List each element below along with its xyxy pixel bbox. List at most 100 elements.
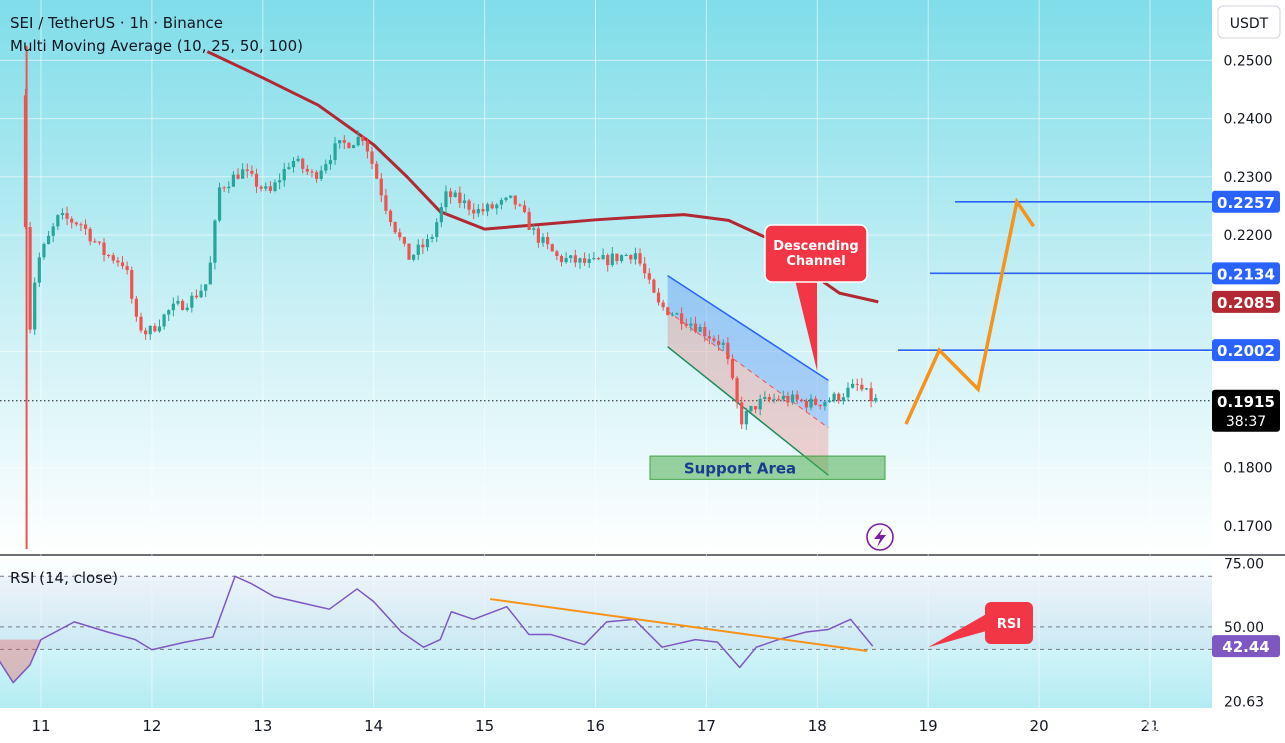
candle-body	[361, 136, 365, 142]
candle-body	[684, 323, 688, 326]
channel-lower-fill	[667, 311, 829, 476]
candle-body	[365, 141, 370, 152]
candle-body	[338, 140, 342, 144]
candle-body	[287, 167, 291, 169]
candle-body	[818, 404, 822, 407]
candle-body	[499, 200, 504, 205]
candle-body	[107, 254, 111, 256]
candle-body	[670, 314, 674, 316]
candle-body	[536, 228, 540, 243]
candle-body	[777, 398, 781, 400]
y-tick-label: 0.1700	[1224, 519, 1273, 535]
candle-body	[268, 186, 272, 191]
candle-body	[467, 200, 471, 210]
x-tick-label: 17	[697, 717, 716, 735]
watermark: @Trisha_Saha	[1144, 712, 1273, 733]
candle-body	[231, 174, 236, 187]
candle-body	[393, 222, 397, 233]
candle-body	[716, 340, 721, 345]
candle-body	[116, 260, 120, 263]
candle-body	[314, 172, 319, 179]
x-tick-label: 13	[253, 717, 272, 735]
candle-body	[412, 254, 416, 260]
candle-body	[227, 186, 231, 189]
candle-body	[328, 160, 333, 165]
support-area-box	[649, 455, 886, 480]
candle-body	[310, 171, 314, 173]
time-axis-background	[0, 708, 1212, 743]
candle-body	[97, 241, 102, 243]
candle-body	[698, 327, 702, 332]
candle-body	[153, 325, 157, 332]
x-tick-label: 20	[1030, 717, 1049, 735]
candle-body	[291, 160, 296, 168]
symbol-title: SEI / TetherUS · 1h · Binance	[10, 14, 223, 32]
candle-body	[730, 359, 735, 379]
candle-body	[592, 258, 596, 260]
candle-body	[79, 224, 83, 226]
candle-body	[629, 255, 633, 260]
candle-body	[273, 182, 277, 191]
candle-body	[532, 228, 536, 230]
main-pane-background	[0, 0, 1212, 555]
candle-body	[749, 406, 753, 412]
support-area-label: Support Area	[684, 460, 796, 478]
candle-body	[185, 307, 189, 310]
candle-body	[93, 241, 97, 243]
rsi-value-box	[1212, 635, 1280, 658]
candle-body	[462, 200, 467, 204]
candle-body	[28, 227, 32, 330]
candle-body	[42, 244, 46, 258]
price-label: 0.2085	[1217, 294, 1275, 312]
descending-channel-text: Channel	[786, 254, 845, 269]
candle-body	[421, 244, 425, 248]
candle-body	[707, 336, 711, 339]
price-label: 0.2134	[1217, 265, 1275, 283]
candle-body	[444, 191, 448, 208]
y-tick-label: 0.2500	[1224, 53, 1273, 69]
candle-body	[264, 186, 268, 189]
price-label-box	[1212, 339, 1280, 362]
price-label-box	[1212, 190, 1280, 213]
candle-body	[65, 213, 69, 219]
candle-body	[837, 393, 841, 401]
candle-body	[60, 213, 65, 216]
candle-body	[190, 295, 194, 308]
indicator-title: Multi Moving Average (10, 25, 50, 100)	[10, 37, 303, 55]
rsi-oversold-fill	[0, 639, 41, 683]
candle-body	[513, 195, 517, 205]
candle-body	[615, 253, 619, 262]
candle-body	[439, 207, 443, 223]
candle-body	[398, 232, 402, 238]
candle-body	[864, 388, 869, 390]
price-axis-background	[1212, 0, 1285, 743]
candle-body	[120, 262, 125, 267]
candle-body	[384, 195, 388, 211]
candle-body	[661, 302, 665, 308]
candle-body	[555, 251, 559, 256]
rsi-tick-label: 50.00	[1224, 620, 1264, 636]
candle-body	[874, 397, 878, 401]
candle-body	[758, 398, 762, 410]
currency-label: USDT	[1230, 16, 1269, 32]
candle-body	[56, 215, 60, 227]
candle-body	[619, 255, 624, 262]
candle-body	[213, 220, 217, 263]
candle-body	[610, 253, 614, 266]
candle-body	[448, 191, 453, 198]
candle-body	[675, 313, 679, 315]
candle-body	[125, 266, 129, 271]
x-tick-label: 16	[586, 717, 605, 735]
currency-button[interactable]	[1217, 5, 1281, 39]
price-label: 0.2002	[1217, 342, 1275, 360]
x-tick-label: 18	[808, 717, 827, 735]
candle-body	[869, 388, 873, 401]
candle-body	[504, 197, 508, 201]
candle-body	[217, 187, 222, 221]
candle-body	[402, 237, 406, 244]
rsi-tick-label: 75.00	[1224, 557, 1264, 573]
rsi-callout-text: RSI	[997, 617, 1021, 632]
candle-body	[407, 243, 411, 260]
